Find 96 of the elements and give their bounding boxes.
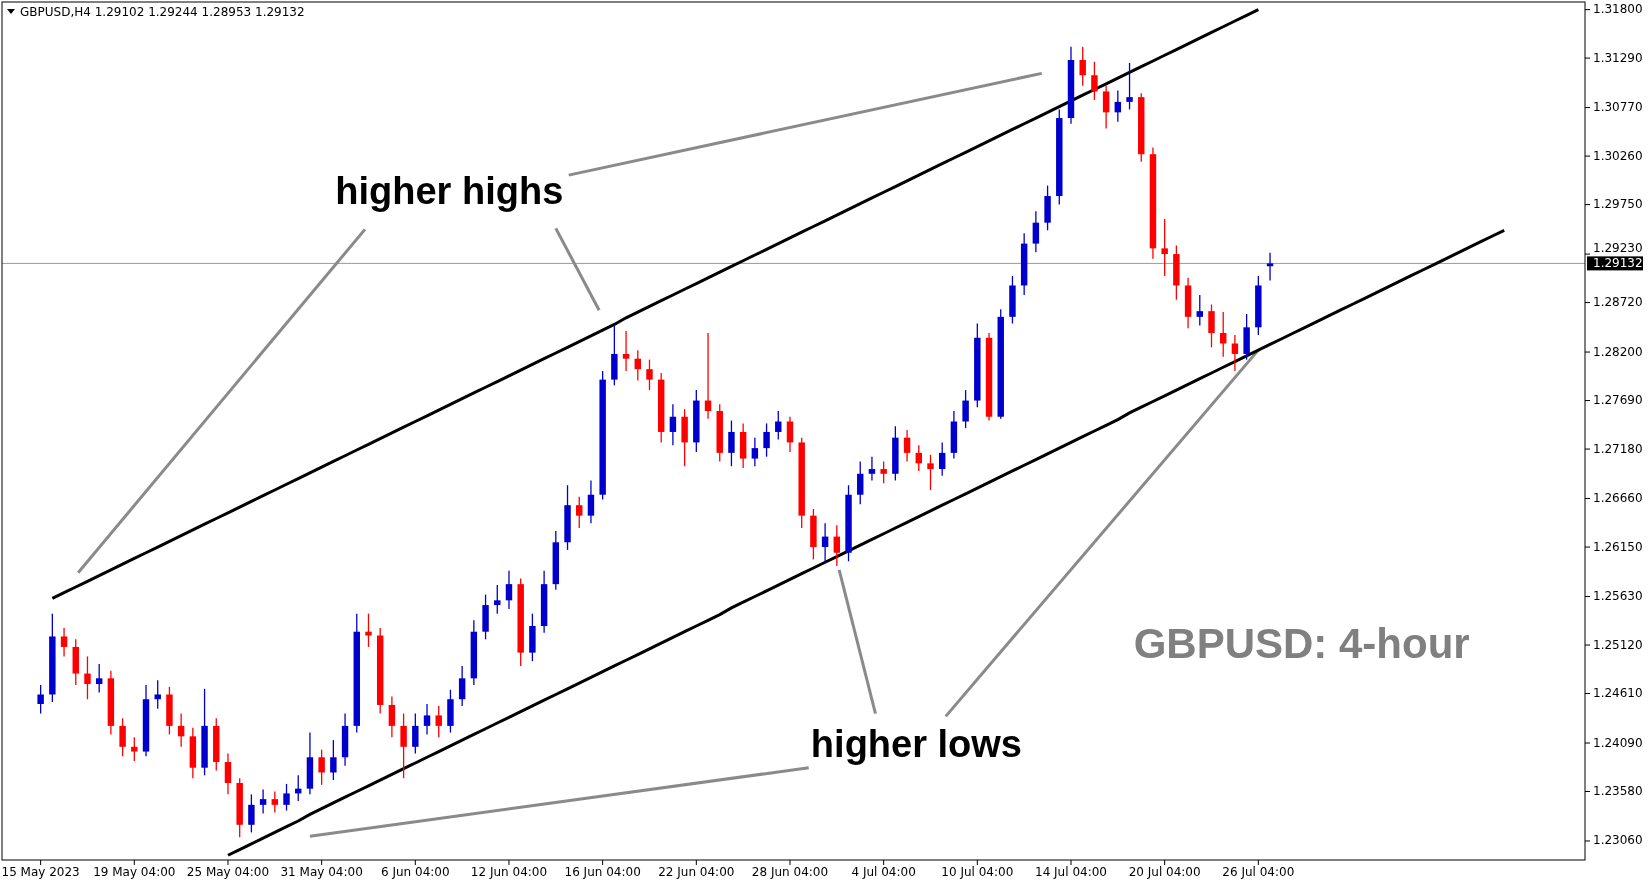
candlestick — [248, 793, 255, 834]
y-tick-label: 1.24610 — [1593, 686, 1643, 701]
candlestick — [880, 460, 887, 484]
candlestick — [938, 441, 946, 477]
y-tick-label: 1.26660 — [1593, 491, 1643, 506]
y-tick-label: 1.29750 — [1593, 197, 1643, 212]
candlestick — [821, 522, 829, 564]
candlestick — [1102, 85, 1110, 130]
candlestick — [763, 422, 770, 458]
y-tick-label: 1.30770 — [1593, 100, 1643, 115]
candlestick — [1219, 311, 1227, 358]
y-tick-label: 1.25120 — [1593, 637, 1643, 652]
candlestick — [587, 479, 595, 524]
y-tick-label: 1.24090 — [1593, 735, 1643, 750]
candlestick — [400, 712, 407, 779]
candlestick — [365, 612, 372, 648]
y-tick-label: 1.26150 — [1593, 539, 1643, 554]
candlestick — [388, 695, 396, 738]
candlestick — [1126, 62, 1133, 111]
candlestick — [505, 570, 513, 610]
candlestick — [458, 665, 466, 707]
x-tick-label: 16 Jun 04:00 — [564, 865, 641, 879]
x-tick-label: 4 Jul 04:00 — [851, 865, 916, 879]
candlestick — [775, 410, 782, 441]
x-tick-label: 22 Jun 04:00 — [658, 865, 735, 879]
y-tick-label: 1.28720 — [1593, 295, 1643, 310]
x-tick-label: 25 May 04:00 — [186, 865, 270, 879]
chart-title: GBPUSD,H4 1.29102 1.29244 1.28953 1.29132 — [20, 5, 305, 19]
y-tick-label: 1.27180 — [1593, 441, 1643, 456]
x-tick-label: 28 Jun 04:00 — [751, 865, 829, 879]
x-tick-label: 15 May 2023 — [1, 865, 80, 879]
y-tick-label: 1.30260 — [1593, 148, 1643, 163]
candlestick — [37, 684, 44, 715]
y-tick-label: 1.27690 — [1593, 393, 1643, 408]
candlestick — [435, 705, 442, 738]
candlestick — [728, 419, 735, 467]
candlestick — [927, 454, 934, 491]
x-tick-label: 14 Jul 04:00 — [1035, 865, 1107, 879]
candlestick — [330, 739, 337, 781]
x-tick-label: 6 Jun 04:00 — [381, 865, 450, 879]
y-tick-label: 1.25630 — [1593, 589, 1643, 604]
y-tick-label: 1.31800 — [1593, 2, 1643, 17]
candlestick — [154, 679, 161, 710]
x-tick-label: 26 Jul 04:00 — [1222, 865, 1295, 879]
candlestick — [1161, 218, 1168, 277]
candlestick — [283, 783, 290, 812]
candlestick — [634, 349, 641, 382]
y-tick-label: 1.29230 — [1593, 240, 1643, 255]
candlestick — [1208, 303, 1215, 348]
candlestick — [1114, 89, 1122, 123]
candlestick — [494, 584, 501, 615]
y-tick-label: 1.23580 — [1593, 784, 1643, 799]
candlestick — [119, 717, 126, 757]
candlestick — [786, 416, 794, 453]
y-tick-label: 1.28200 — [1593, 344, 1643, 359]
candlestick — [646, 359, 653, 391]
x-tick-label: 19 May 04:00 — [93, 865, 176, 879]
candlestick — [669, 403, 677, 446]
candlestick — [318, 749, 325, 786]
y-tick-label: 1.23060 — [1593, 833, 1643, 848]
candlestick — [903, 429, 911, 463]
y-tick-label: 1.31290 — [1593, 50, 1643, 65]
candlestick — [259, 788, 267, 815]
candlestick — [224, 752, 232, 796]
candlestick — [833, 524, 841, 567]
x-tick-label: 10 Jul 04:00 — [941, 865, 1014, 879]
annotation: higher lows — [810, 722, 1023, 765]
ref-line-label: 1.29132 — [1593, 255, 1643, 270]
candlestick — [1091, 61, 1098, 101]
x-tick-label: 20 Jul 04:00 — [1128, 865, 1201, 879]
annotation: higher highs — [335, 170, 564, 213]
candlestick — [915, 444, 922, 472]
candlestick — [576, 495, 583, 529]
candlestick — [962, 389, 969, 429]
candlestick — [622, 330, 630, 372]
annotation: GBPUSD: 4-hour — [1133, 620, 1470, 668]
candlestick — [84, 655, 91, 700]
candlestick — [1079, 46, 1086, 87]
candlestick — [177, 712, 185, 748]
candlestick — [60, 627, 68, 658]
x-tick-label: 12 Jun 04:00 — [470, 865, 548, 879]
candlestick — [1196, 294, 1204, 327]
candlestick — [1032, 210, 1040, 253]
candlestick — [868, 456, 876, 482]
candlestick — [271, 790, 279, 814]
candlestick — [131, 736, 138, 762]
candlestick — [1266, 252, 1274, 282]
candlestick — [412, 712, 419, 755]
candlestick — [704, 332, 712, 420]
candlestick — [1231, 334, 1239, 372]
line-series — [226, 228, 1506, 857]
candlestick — [857, 460, 864, 505]
x-tick-label: 31 May 04:00 — [280, 865, 363, 879]
candlestick — [423, 703, 431, 736]
candlestick — [751, 437, 759, 467]
candlestick — [95, 663, 103, 694]
